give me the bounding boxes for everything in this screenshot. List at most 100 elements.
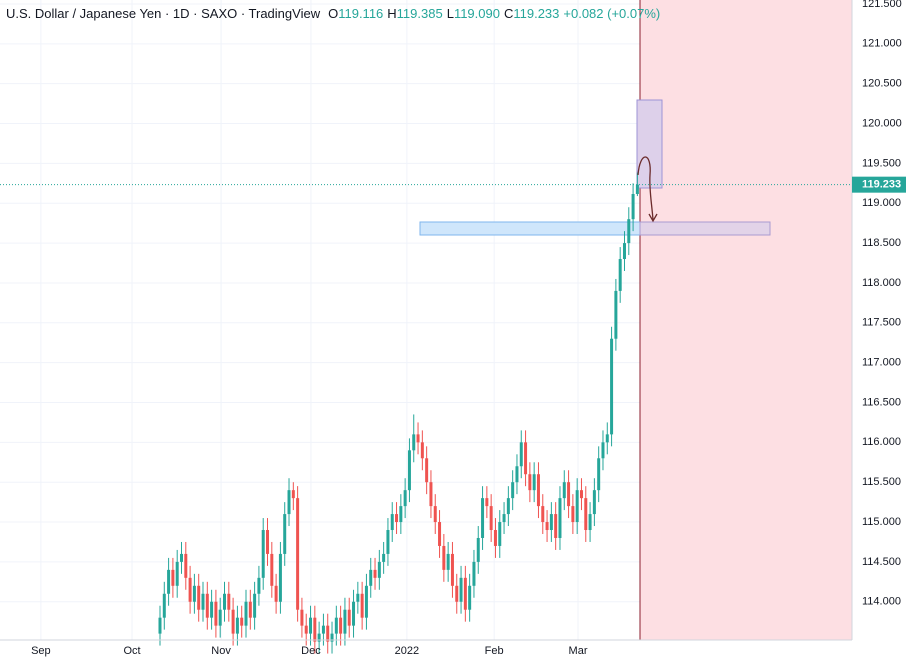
candle-body xyxy=(536,474,540,507)
candle-body xyxy=(476,537,480,562)
candle-body xyxy=(399,506,403,523)
candle-body xyxy=(455,585,459,602)
candle-body xyxy=(412,434,416,451)
ohlc-label: L xyxy=(447,6,454,21)
last-price-box xyxy=(852,176,906,193)
candle-body xyxy=(235,617,239,634)
candle-body xyxy=(214,601,218,626)
candle-body xyxy=(519,442,523,467)
candle-body xyxy=(192,585,196,602)
candle-body xyxy=(274,585,278,602)
x-tick-label: Oct xyxy=(123,645,140,657)
candle-body xyxy=(210,601,214,618)
candle-body xyxy=(571,506,575,523)
candle-body xyxy=(304,625,308,634)
candle-body xyxy=(592,490,596,515)
zone-box xyxy=(639,221,771,236)
ohlc-value: 119.090 xyxy=(454,6,500,21)
candle-body xyxy=(240,617,244,626)
candle-body xyxy=(248,601,252,618)
candle-body xyxy=(171,569,175,586)
candle-body xyxy=(446,553,450,570)
y-tick-label: 118.000 xyxy=(862,277,901,289)
candle-body xyxy=(597,458,601,491)
candle-body xyxy=(545,522,549,531)
candle-body xyxy=(334,617,338,634)
y-tick-label: 117.000 xyxy=(862,357,901,369)
candle-body xyxy=(343,609,347,634)
candle-body xyxy=(459,577,463,602)
candle-body xyxy=(442,545,446,570)
candle-body xyxy=(373,569,377,578)
candle-body xyxy=(266,530,270,554)
candle-body xyxy=(317,633,321,642)
candle-body xyxy=(429,482,433,507)
candle-body xyxy=(364,585,368,618)
candle-body xyxy=(270,553,274,586)
candle-body xyxy=(481,498,485,538)
y-tick-label: 114.000 xyxy=(862,596,901,608)
candle-body xyxy=(614,290,618,339)
candle-body xyxy=(261,530,265,578)
candle-body xyxy=(549,514,553,531)
ohlc-value: 119.385 xyxy=(397,6,443,21)
y-tick-label: 115.000 xyxy=(862,516,901,528)
candle-body xyxy=(532,474,536,491)
candle-body xyxy=(463,577,467,610)
candle-body xyxy=(188,577,192,602)
candle-body xyxy=(253,593,257,618)
candle-body xyxy=(502,514,506,523)
change: +0.082 (+0.07%) xyxy=(563,6,660,21)
candles xyxy=(0,172,852,654)
candle-body xyxy=(528,474,532,491)
last-price-label: 119.233 xyxy=(862,179,901,191)
candle-body xyxy=(524,442,528,475)
candle-body xyxy=(584,498,588,531)
ohlc-label: C xyxy=(504,6,513,21)
candle-body xyxy=(386,530,390,554)
y-tick-label: 119.000 xyxy=(862,197,901,209)
candle-body xyxy=(197,585,201,610)
candle-body xyxy=(175,561,179,586)
arrow xyxy=(637,156,654,221)
ohlc-label: O xyxy=(328,6,338,21)
candle-body xyxy=(218,609,222,626)
candle-body xyxy=(622,243,626,260)
candle-body xyxy=(420,442,424,459)
y-tick-label: 117.500 xyxy=(862,317,901,329)
candle-body xyxy=(618,259,622,291)
candle-body xyxy=(330,633,334,642)
candle-body xyxy=(588,514,592,531)
y-tick-label: 120.500 xyxy=(862,78,902,90)
candle-body xyxy=(562,482,566,499)
candle-body xyxy=(579,490,583,499)
candle-body xyxy=(313,617,317,642)
candle-body xyxy=(223,593,227,610)
candle-body xyxy=(498,522,502,546)
y-tick-label: 119.500 xyxy=(862,157,901,169)
candle-body xyxy=(300,609,304,626)
candle-body xyxy=(184,553,188,578)
candle-body xyxy=(627,219,631,244)
candle-body xyxy=(416,434,420,443)
candle-body xyxy=(205,593,209,618)
candle-body xyxy=(485,498,489,507)
candle-body xyxy=(382,553,386,562)
candle-body xyxy=(554,514,558,538)
x-tick-label: Sep xyxy=(31,645,51,657)
candle-body xyxy=(227,593,231,610)
candle-body xyxy=(283,514,287,554)
candle-body xyxy=(450,553,454,586)
candle-body xyxy=(433,506,437,523)
candle-body xyxy=(377,561,381,578)
candle-body xyxy=(631,193,635,220)
ohlc-value: 119.116 xyxy=(338,6,383,21)
x-tick-label: Nov xyxy=(211,645,231,657)
candle-body xyxy=(162,593,166,618)
candle-body xyxy=(635,184,639,194)
candle-body xyxy=(541,506,545,523)
candle-body xyxy=(438,522,442,546)
header: U.S. Dollar / Japanese Yen · 1D · SAXO ·… xyxy=(6,6,660,21)
candle-body xyxy=(605,434,609,443)
